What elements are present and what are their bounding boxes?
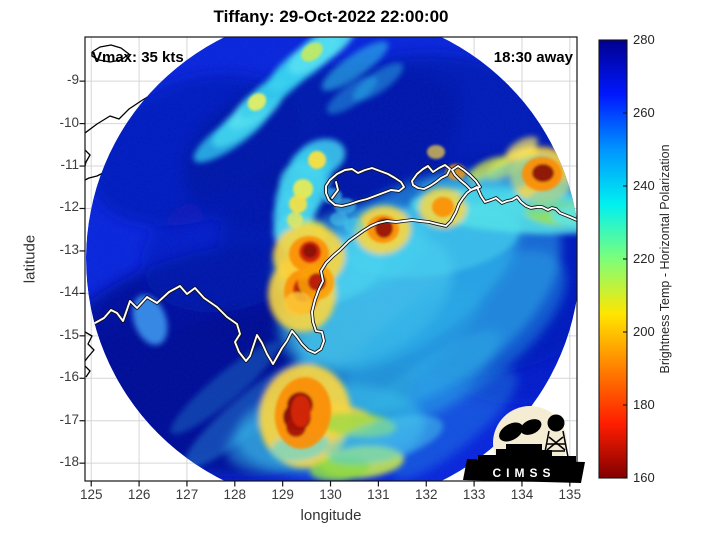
y-tick-label: -12 (59, 199, 79, 215)
x-axis-label: longitude (300, 507, 362, 524)
time-away-annotation: 18:30 away (493, 49, 573, 66)
x-tick-label: 135 (558, 487, 582, 502)
y-axis-label: latitude (21, 234, 39, 284)
colorbar-label: Brightness Temp - Horizontal Polarizatio… (658, 144, 672, 374)
y-tick-label: -11 (60, 157, 79, 173)
y-tick-label: -18 (59, 454, 79, 470)
plot-title: Tiffany: 29-Oct-2022 22:00:00 (213, 7, 449, 26)
y-tick-label: -10 (59, 114, 79, 130)
y-tick-label: -16 (59, 369, 79, 385)
tick-marks (79, 80, 571, 487)
colorbar-tick-label: 180 (633, 397, 655, 412)
colorbar-ticks (623, 39, 627, 479)
colorbar-tick-label: 280 (633, 32, 655, 47)
satellite-dish-icon (499, 422, 523, 442)
x-tick-label: 132 (414, 487, 438, 502)
colorbar-tick-label: 220 (633, 251, 655, 266)
swath-clip (86, 37, 577, 481)
coastline-white (93, 163, 577, 366)
x-tick-label: 127 (175, 487, 199, 502)
water-tower-icon (543, 430, 569, 458)
y-tick-label: -14 (59, 284, 79, 300)
colorbar-tick-label: 240 (633, 178, 655, 193)
satellite-dish-icon (520, 419, 542, 435)
cimss-logo: CIMSS (463, 406, 585, 483)
x-tick-label: 126 (127, 487, 151, 502)
x-tick-label: 131 (367, 487, 390, 502)
vmax-annotation: Vmax: 35 kts (92, 49, 184, 66)
colorbar-tick-label: 260 (633, 105, 655, 120)
cimss-banner (463, 459, 585, 483)
colorbar-tick-label: 200 (633, 324, 655, 339)
x-tick-label: 125 (79, 487, 103, 502)
colorbar (599, 40, 627, 478)
x-tick-label: 130 (319, 487, 342, 502)
x-tick-label: 134 (510, 487, 534, 502)
y-tick-label: -13 (59, 241, 79, 257)
colorbar-tick-label: 160 (633, 470, 655, 485)
cimss-logo-text: CIMSS (492, 466, 555, 480)
y-tick-label: -15 (59, 326, 79, 342)
x-tick-label: 129 (271, 487, 294, 502)
y-tick-label: -17 (59, 411, 79, 427)
x-tick-label: 128 (223, 487, 247, 502)
y-tick-label: -9 (66, 72, 79, 88)
x-tick-label: 133 (462, 487, 486, 502)
